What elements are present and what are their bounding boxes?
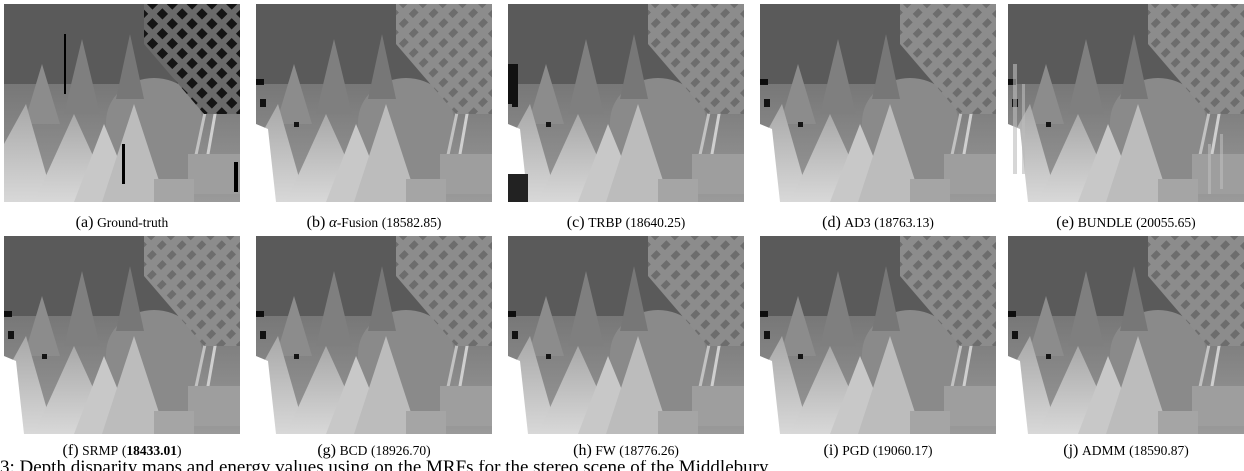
panel-caption-h: (h) FW (18776.26): [573, 442, 679, 459]
panel-caption-j: (j) ADMM (18590.87): [1063, 442, 1189, 459]
panel-i: (i) PGD (19060.17): [760, 236, 996, 459]
figure-caption-cutoff: 3: Depth disparity maps and energy value…: [0, 460, 1244, 471]
disparity-map-h: [508, 236, 744, 434]
disparity-map-j: [1008, 236, 1244, 434]
panel-e: (e) BUNDLE (20055.65): [1008, 4, 1244, 231]
panel-caption-d: (d) AD3 (18763.13): [822, 214, 934, 231]
panel-caption-i: (i) PGD (19060.17): [823, 442, 933, 459]
panel-g: (g) BCD (18926.70): [256, 236, 492, 459]
panel-b: (b) α-Fusion (18582.85): [256, 4, 492, 231]
panel-caption-a: (a) Ground-truth: [75, 214, 169, 231]
disparity-map-e: [1008, 4, 1244, 202]
panel-caption-g: (g) BCD (18926.70): [317, 442, 431, 459]
panel-caption-f: (f) SRMP (18433.01): [62, 442, 182, 459]
disparity-map-a: [4, 4, 240, 202]
panel-f: (f) SRMP (18433.01): [4, 236, 240, 459]
disparity-map-i: [760, 236, 996, 434]
panel-a: (a) Ground-truth: [4, 4, 240, 231]
disparity-map-b: [256, 4, 492, 202]
panel-h: (h) FW (18776.26): [508, 236, 744, 459]
panel-j: (j) ADMM (18590.87): [1008, 236, 1244, 459]
disparity-map-g: [256, 236, 492, 434]
panel-d: (d) AD3 (18763.13): [760, 4, 996, 231]
disparity-map-d: [760, 4, 996, 202]
disparity-map-c: [508, 4, 744, 202]
panel-caption-e: (e) BUNDLE (20055.65): [1056, 214, 1196, 231]
panel-caption-b: (b) α-Fusion (18582.85): [306, 214, 442, 231]
panel-caption-c: (c) TRBP (18640.25): [566, 214, 686, 231]
disparity-map-f: [4, 236, 240, 434]
panel-c: (c) TRBP (18640.25): [508, 4, 744, 231]
figure-caption-text: 3: Depth disparity maps and energy value…: [0, 460, 769, 471]
occlusion-marks: [64, 34, 238, 192]
